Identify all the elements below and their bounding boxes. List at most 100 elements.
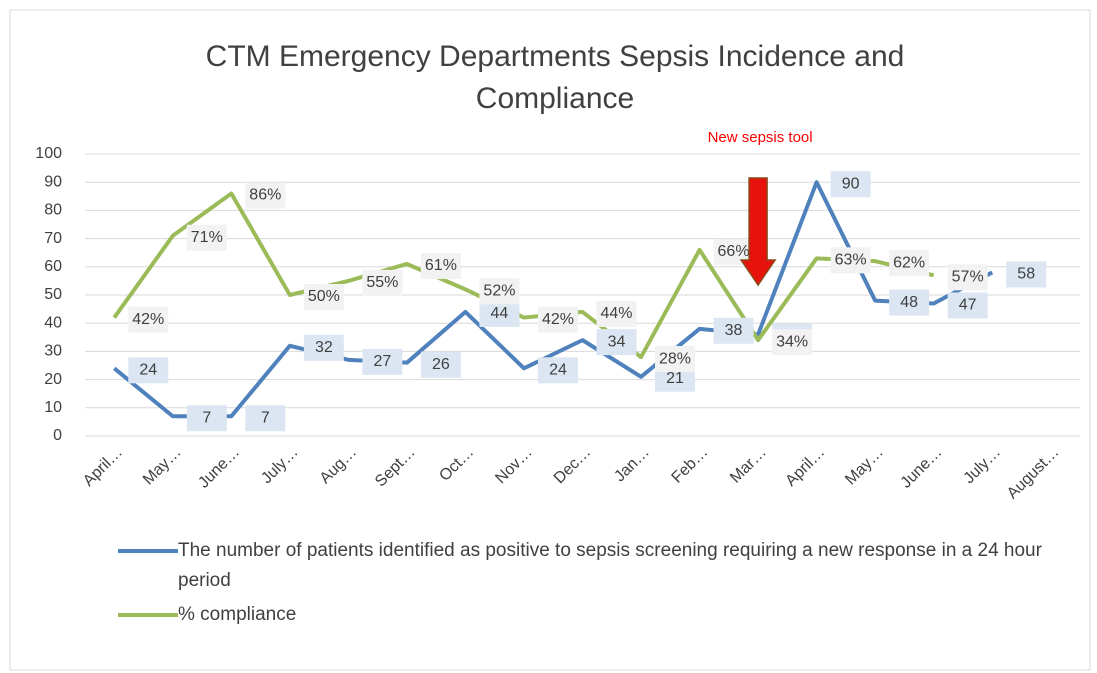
x-tick-label: Jan… bbox=[611, 444, 653, 486]
x-tick-label: July… bbox=[961, 444, 1004, 487]
data-label-box bbox=[1006, 261, 1047, 288]
y-tick-label: 0 bbox=[53, 427, 62, 444]
data-label-box bbox=[830, 171, 871, 198]
annotation-arrow bbox=[739, 177, 777, 287]
data-label: 24 bbox=[549, 362, 567, 379]
data-label-box bbox=[420, 351, 461, 378]
x-tick-label: Dec… bbox=[551, 444, 594, 487]
legend-entry: The number of patients identified as pos… bbox=[118, 536, 1048, 596]
data-label-box bbox=[186, 405, 227, 432]
data-label-box bbox=[362, 348, 403, 375]
data-label: 28% bbox=[659, 350, 691, 367]
data-label-box bbox=[479, 300, 520, 327]
data-label: 38 bbox=[725, 322, 743, 339]
data-label-box bbox=[186, 224, 227, 251]
x-tick-label: Feb… bbox=[669, 444, 712, 487]
data-label-box bbox=[830, 247, 871, 274]
y-tick-label: 50 bbox=[44, 286, 62, 303]
annotation: New sepsis tool bbox=[708, 129, 813, 146]
data-label: 21 bbox=[666, 370, 684, 387]
data-label-box bbox=[772, 329, 813, 356]
data-label-box bbox=[655, 346, 696, 373]
data-label-box bbox=[128, 306, 169, 333]
x-tick-label: Sept… bbox=[372, 444, 419, 491]
x-tick-label: July… bbox=[258, 444, 301, 487]
data-label: 27 bbox=[373, 353, 391, 370]
data-label: 63% bbox=[835, 252, 867, 269]
x-tick-label: May… bbox=[842, 444, 887, 489]
data-label: 52% bbox=[483, 283, 515, 300]
x-tick-label: August… bbox=[1004, 444, 1063, 503]
data-label-box bbox=[362, 269, 403, 296]
data-label-box bbox=[947, 264, 988, 291]
x-tick-label: June… bbox=[195, 444, 243, 492]
data-label: 71% bbox=[191, 229, 223, 246]
data-label-box bbox=[596, 329, 637, 356]
data-label-box bbox=[537, 306, 578, 333]
data-label: 42% bbox=[542, 311, 574, 328]
x-tick-label: April… bbox=[782, 444, 828, 490]
data-label-box bbox=[596, 300, 637, 327]
data-label: 55% bbox=[366, 274, 398, 291]
y-tick-label: 80 bbox=[44, 202, 62, 219]
data-label-box bbox=[947, 292, 988, 319]
data-label: 32 bbox=[315, 339, 333, 356]
legend-swatch bbox=[118, 613, 178, 617]
data-label: 34 bbox=[608, 333, 626, 350]
x-tick-label: Oct… bbox=[436, 444, 477, 485]
data-label-box bbox=[303, 284, 344, 310]
data-label: 7 bbox=[202, 409, 211, 426]
data-label-box bbox=[420, 252, 461, 279]
data-label-box bbox=[245, 405, 286, 432]
x-tick-label: Nov… bbox=[492, 444, 535, 487]
data-label: 24 bbox=[139, 362, 157, 379]
x-tick-label: April… bbox=[80, 444, 126, 490]
y-tick-label: 70 bbox=[44, 230, 62, 247]
y-tick-label: 60 bbox=[44, 258, 62, 275]
data-label-box bbox=[479, 278, 520, 305]
data-label-box bbox=[889, 250, 930, 277]
data-label: 34% bbox=[776, 333, 808, 350]
data-label: 7 bbox=[261, 409, 270, 426]
legend-label: % compliance bbox=[178, 604, 297, 625]
chart-title: CTM Emergency Departments Sepsis Inciden… bbox=[205, 40, 905, 115]
x-tick-label: June… bbox=[898, 444, 946, 492]
data-label-box bbox=[537, 357, 578, 384]
data-label: 62% bbox=[893, 254, 925, 271]
x-tick-label: Aug… bbox=[317, 444, 360, 487]
x-tick-label: Mar… bbox=[727, 444, 770, 487]
data-label-box bbox=[245, 182, 286, 209]
y-tick-label: 40 bbox=[44, 314, 62, 331]
data-label: 61% bbox=[425, 257, 457, 274]
data-label: 57% bbox=[952, 268, 984, 285]
y-tick-label: 30 bbox=[44, 343, 62, 360]
data-label-box bbox=[128, 357, 169, 384]
y-tick-label: 90 bbox=[44, 173, 62, 190]
data-label: 86% bbox=[249, 187, 281, 204]
data-label-box bbox=[889, 289, 930, 316]
legend-label: The number of patients identified as pos… bbox=[178, 540, 1042, 591]
series-line bbox=[112, 191, 935, 360]
data-label-box bbox=[713, 317, 754, 344]
data-label: 66% bbox=[718, 243, 750, 260]
data-label: 50% bbox=[308, 288, 340, 305]
y-tick-label: 20 bbox=[44, 371, 62, 388]
legend-swatch bbox=[118, 549, 178, 553]
data-label: 42% bbox=[132, 311, 164, 328]
data-label-box bbox=[303, 334, 344, 361]
data-label: 58 bbox=[1017, 266, 1035, 283]
data-label: 26 bbox=[432, 356, 450, 373]
data-label: 90 bbox=[842, 175, 860, 192]
data-label: 48 bbox=[900, 294, 918, 311]
y-tick-label: 10 bbox=[44, 399, 62, 416]
chart-border bbox=[9, 9, 1091, 671]
series-line bbox=[112, 180, 994, 419]
x-tick-label: May… bbox=[140, 444, 185, 489]
data-label: 44% bbox=[600, 305, 632, 322]
data-label: 47 bbox=[959, 297, 977, 314]
y-tick-label: 100 bbox=[35, 145, 62, 162]
legend-entry: % compliance bbox=[118, 600, 296, 630]
data-label: 44 bbox=[491, 305, 509, 322]
